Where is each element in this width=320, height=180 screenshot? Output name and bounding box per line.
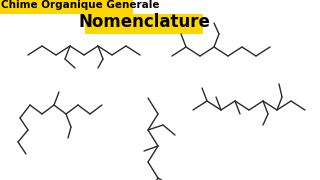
FancyBboxPatch shape	[0, 0, 133, 14]
Text: Chime Organique Generale: Chime Organique Generale	[1, 0, 159, 10]
FancyBboxPatch shape	[85, 14, 203, 34]
Text: Nomenclature: Nomenclature	[78, 13, 210, 31]
